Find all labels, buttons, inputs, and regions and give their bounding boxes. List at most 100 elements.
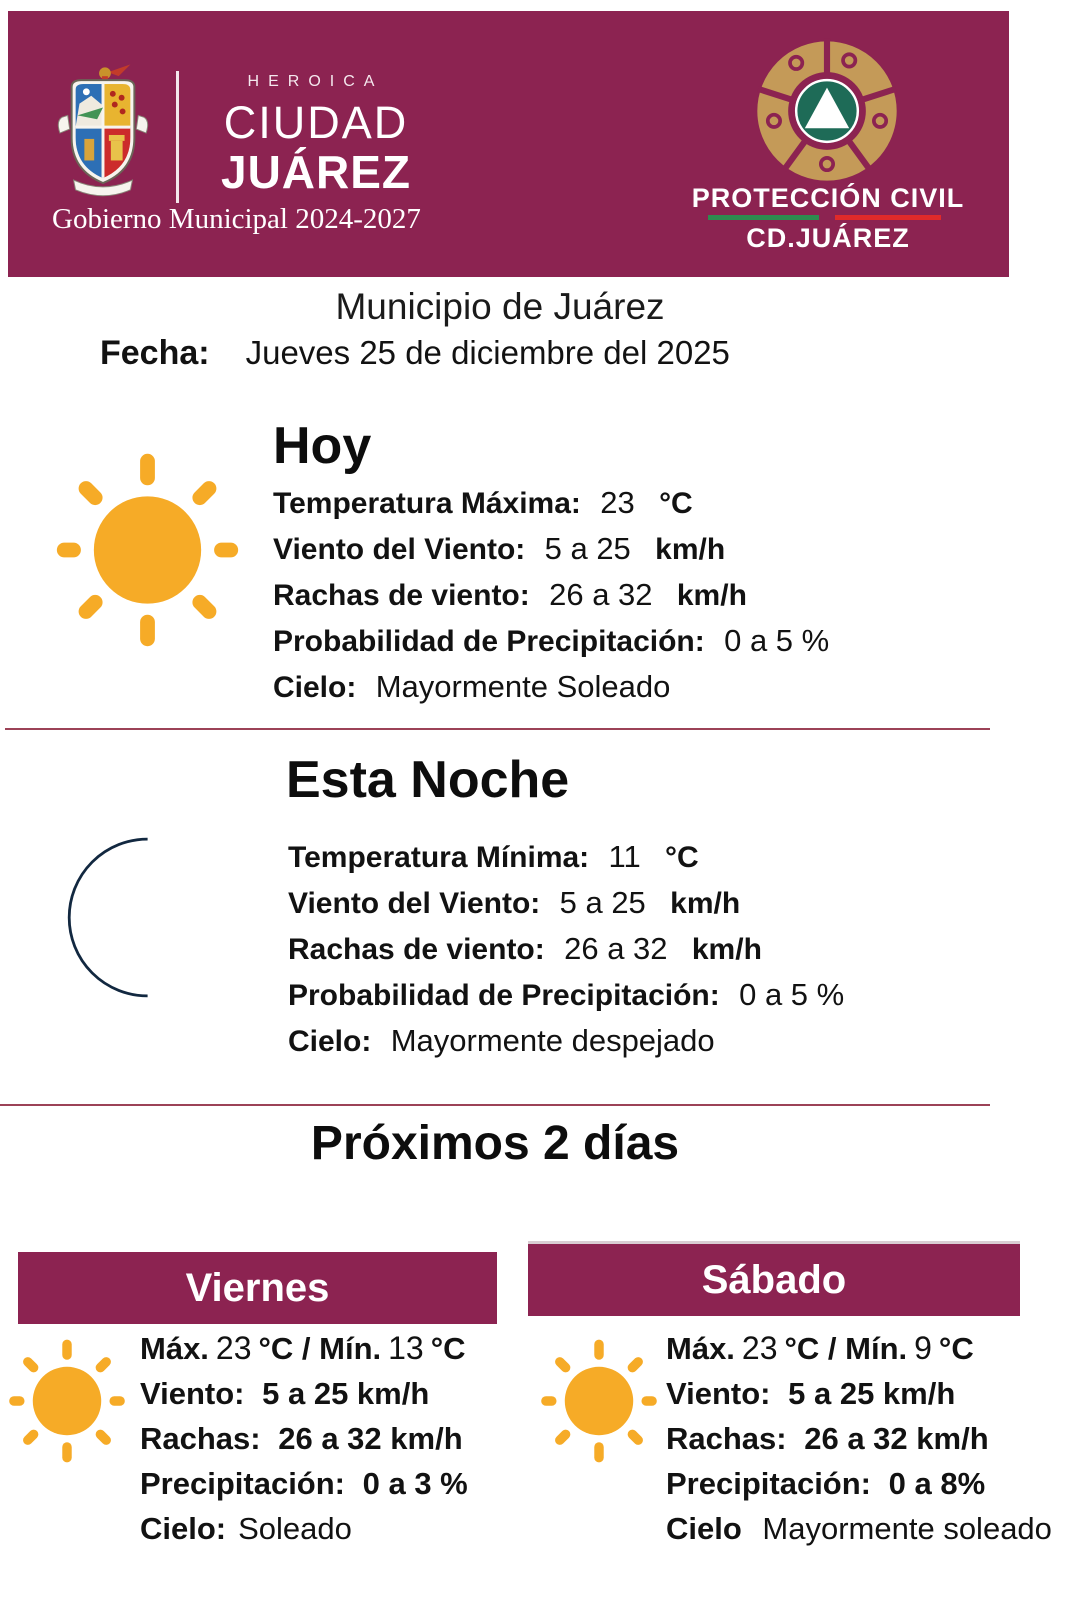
weather-row-gusts: Rachas de viento: 26 a 32 km/h: [288, 926, 844, 972]
row-label: Cielo:: [140, 1511, 227, 1546]
today-title: Hoy: [273, 417, 372, 475]
min-unit: °C: [430, 1331, 466, 1366]
heroica-label: HEROICA: [247, 73, 384, 90]
row-unit: °C: [665, 841, 699, 874]
gobierno-municipal-label: Gobierno Municipal 2024-2027: [52, 203, 421, 235]
fecha-row: Fecha: Jueves 25 de diciembre del 2025: [100, 334, 730, 373]
juarez-label: JUÁREZ: [220, 146, 412, 198]
row-value: 26 a 32 km/h: [804, 1421, 989, 1456]
row-value: 26 a 32: [564, 931, 668, 966]
row-unit: km/h: [676, 579, 747, 612]
row-value: 5 a 25: [544, 531, 631, 566]
weather-row-sky: Cielo: Mayormente Soleado: [273, 664, 829, 710]
max-label: Máx.: [140, 1331, 209, 1366]
min-value: 13: [388, 1330, 424, 1366]
day-row-maxmin: Máx. 23 °C / Mín. 9 °C: [666, 1326, 1052, 1371]
row-label: Viento del Viento:: [273, 533, 526, 566]
day-row-wind: Viento: 5 a 25 km/h: [666, 1371, 1052, 1416]
row-value: Soleado: [238, 1511, 352, 1546]
row-unit: °C: [659, 487, 693, 520]
day-row-precip: Precipitación: 0 a 8%: [666, 1461, 1052, 1506]
sun-icon: [541, 1339, 657, 1463]
row-label: Cielo:: [288, 1025, 372, 1058]
top-banner: HEROICA CIUDAD JUÁREZ Gobierno Municipal…: [8, 11, 1009, 277]
pc-title: PROTECCIÓN CIVIL: [691, 183, 965, 213]
municipio-title: Municipio de Juárez: [335, 286, 665, 327]
row-unit: km/h: [691, 933, 762, 966]
banner-separator: [176, 71, 179, 203]
row-label: Cielo: [666, 1511, 742, 1546]
row-value: Mayormente soleado: [762, 1511, 1052, 1546]
fecha-label: Fecha:: [100, 334, 210, 372]
row-label: Probabilidad de Precipitación:: [273, 625, 705, 658]
row-unit: km/h: [655, 533, 726, 566]
row-label: Temperatura Máxima:: [273, 487, 581, 520]
day-header-saturday: Sábado: [528, 1244, 1020, 1316]
pc-underline-green: [708, 215, 819, 220]
max-label: Máx.: [666, 1331, 735, 1366]
city-coat-of-arms-icon: [57, 64, 149, 197]
sun-icon: [9, 1339, 125, 1463]
row-value: 5 a 25: [559, 885, 646, 920]
row-label: Precipitación:: [666, 1466, 871, 1501]
row-label: Rachas:: [140, 1421, 261, 1456]
saturday-rows: Máx. 23 °C / Mín. 9 °C Viento: 5 a 25 km/h R…: [666, 1326, 1052, 1551]
row-label: Rachas:: [666, 1421, 787, 1456]
row-label: Viento del Viento:: [288, 887, 541, 920]
day-row-maxmin: Máx. 23 °C / Mín. 13 °C: [140, 1326, 468, 1371]
row-label: Rachas de viento:: [288, 933, 545, 966]
forecast-heading: Próximos 2 días: [310, 1117, 680, 1170]
min-unit: °C: [938, 1331, 974, 1366]
weather-row-wind: Viento del Viento: 5 a 25 km/h: [288, 880, 844, 926]
row-label: Precipitación:: [140, 1466, 345, 1501]
weather-row-sky: Cielo: Mayormente despejado: [288, 1018, 844, 1064]
row-label: Viento:: [666, 1376, 771, 1411]
day-row-sky: Cielo: Soleado: [140, 1506, 468, 1551]
today-rows: Temperatura Máxima: 23 °C Viento del Vie…: [273, 480, 829, 710]
day-row-precip: Precipitación: 0 a 3 %: [140, 1461, 468, 1506]
day-row-wind: Viento: 5 a 25 km/h: [140, 1371, 468, 1416]
day-row-sky: Cielo Mayormente soleado: [666, 1506, 1052, 1551]
pc-triangle-icon: [804, 87, 850, 129]
friday-rows: Máx. 23 °C / Mín. 13 °C Viento: 5 a 25 km/h …: [140, 1326, 468, 1551]
row-label: Viento:: [140, 1376, 245, 1411]
row-unit: km/h: [670, 887, 741, 920]
max-value: 23: [741, 1330, 778, 1366]
weather-row-temp-max: Temperatura Máxima: 23 °C: [273, 480, 829, 526]
weather-row-precip: Probabilidad de Precipitación: 0 a 5 %: [273, 618, 829, 664]
row-value: 0 a 5 %: [739, 977, 845, 1012]
row-value: 0 a 3 %: [362, 1466, 468, 1501]
weather-row-wind: Viento del Viento: 5 a 25 km/h: [273, 526, 829, 572]
row-value: 26 a 32 km/h: [278, 1421, 463, 1456]
row-label: Probabilidad de Precipitación:: [288, 979, 720, 1012]
section-divider: [5, 728, 990, 730]
pc-subtitle: CD.JUÁREZ: [746, 223, 910, 253]
row-value: 5 a 25 km/h: [788, 1376, 956, 1411]
row-value: 0 a 8%: [888, 1466, 986, 1501]
crest-bird-wing: [107, 64, 131, 77]
mid-label: °C / Mín.: [784, 1331, 908, 1366]
proteccion-civil-emblem-icon: [756, 38, 898, 181]
row-value: Mayormente despejado: [390, 1023, 715, 1058]
tonight-rows: Temperatura Mínima: 11 °C Viento del Vie…: [288, 834, 844, 1064]
section-divider: [0, 1104, 990, 1106]
fecha-value: Jueves 25 de diciembre del 2025: [245, 334, 730, 371]
sun-icon: [56, 453, 239, 647]
row-value: 0 a 5 %: [724, 623, 830, 658]
weather-row-temp-min: Temperatura Mínima: 11 °C: [288, 834, 844, 880]
row-value: Mayormente Soleado: [375, 669, 671, 704]
row-label: Temperatura Mínima:: [288, 841, 590, 874]
row-value: 26 a 32: [549, 577, 653, 612]
row-value: 23: [600, 485, 635, 520]
max-value: 23: [215, 1330, 252, 1366]
row-value: 11: [608, 839, 641, 874]
day-row-gusts: Rachas: 26 a 32 km/h: [666, 1416, 1052, 1461]
ciudad-label: CIUDAD: [223, 97, 409, 148]
pc-underline: [708, 215, 941, 220]
weather-row-precip: Probabilidad de Precipitación: 0 a 5 %: [288, 972, 844, 1018]
tonight-title: Esta Noche: [286, 751, 570, 809]
row-label: Rachas de viento:: [273, 579, 530, 612]
row-label: Cielo:: [273, 671, 357, 704]
pc-underline-red: [835, 215, 941, 220]
